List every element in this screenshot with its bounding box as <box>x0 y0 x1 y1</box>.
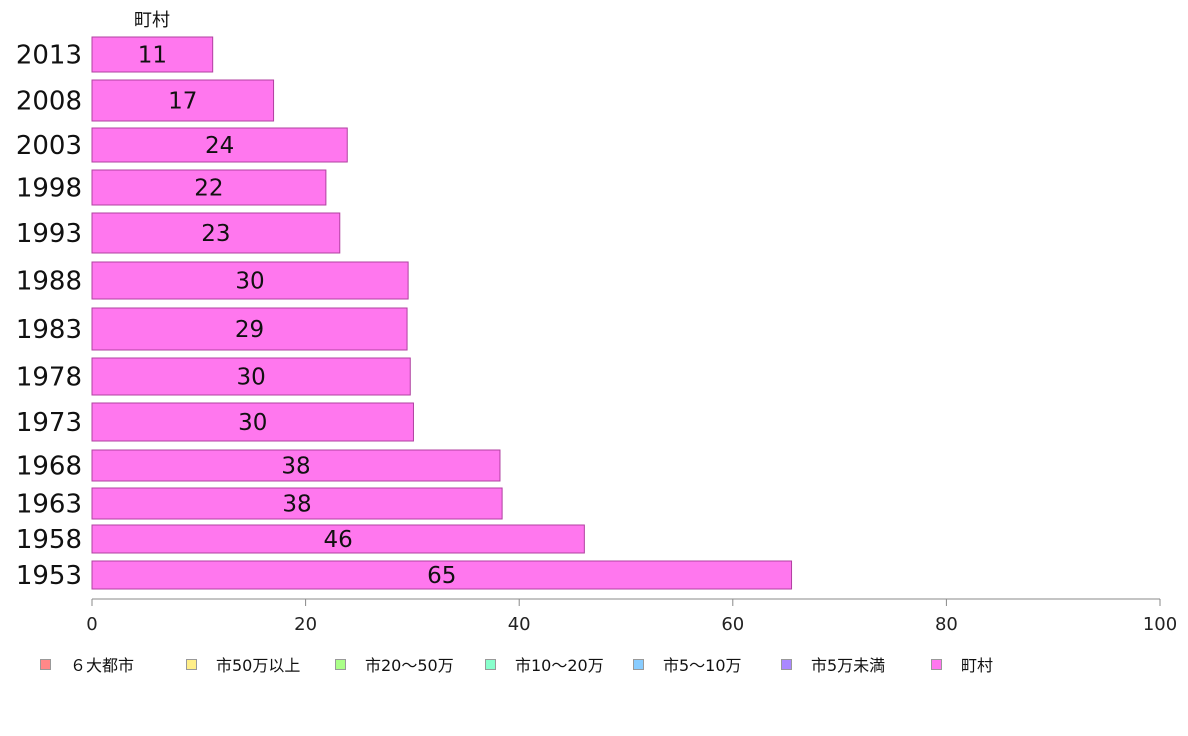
legend-swatch <box>781 658 792 670</box>
value-label-1963: 38 <box>282 492 311 518</box>
value-label-1993: 23 <box>201 221 230 247</box>
legend-label: 市20〜50万 <box>365 656 454 675</box>
bar-2003 <box>91 127 348 163</box>
value-label-2003: 24 <box>205 133 234 159</box>
x-tick-label-100: 100 <box>1143 614 1177 635</box>
legend-label: 市5万未満 <box>811 656 886 675</box>
bar-2013 <box>91 36 214 73</box>
legend-swatch <box>40 658 51 670</box>
legend-swatch <box>633 658 644 670</box>
value-label-1998: 22 <box>194 176 223 202</box>
legend-item-3: 市10〜20万 <box>485 652 633 676</box>
bar-1983 <box>91 307 408 351</box>
value-label-1983: 29 <box>235 317 264 343</box>
value-label-1988: 30 <box>235 269 264 295</box>
legend-label: 町村 <box>961 656 994 675</box>
value-label-2013: 11 <box>138 43 167 69</box>
category-label-1973: 1973 <box>16 408 82 438</box>
category-label-1953: 1953 <box>16 561 82 591</box>
bar-chart: 町村 2013 11 2008 17 2003 24 1998 22 1993 23 1988 30 1… <box>16 10 1177 635</box>
category-label-1988: 1988 <box>16 267 82 297</box>
category-label-1963: 1963 <box>16 490 82 520</box>
category-label-2013: 2013 <box>16 41 82 71</box>
legend-swatch <box>186 658 197 670</box>
category-label-1968: 1968 <box>16 452 82 482</box>
legend-label: 市50万以上 <box>216 656 301 675</box>
x-tick-label-40: 40 <box>508 614 531 635</box>
value-label-1973: 30 <box>238 410 267 436</box>
value-label-2008: 17 <box>168 89 197 115</box>
x-axis: 0 20 40 60 80 100 <box>86 598 1177 635</box>
bars-group: 2013 11 2008 17 2003 24 1998 22 1993 23 1988 30 1983… <box>16 36 793 591</box>
value-label-1978: 30 <box>236 365 265 391</box>
bar-1998 <box>91 169 327 206</box>
category-label-2003: 2003 <box>16 131 82 161</box>
legend-item-6: 町村 <box>931 652 1031 676</box>
legend-item-2: 市20〜50万 <box>335 652 485 676</box>
category-label-1958: 1958 <box>16 525 82 555</box>
x-tick-label-80: 80 <box>935 614 958 635</box>
bar-1993 <box>91 212 341 254</box>
category-label-1978: 1978 <box>16 363 82 393</box>
legend-swatch <box>931 658 942 670</box>
legend-label: ６大都市 <box>70 656 135 675</box>
bar-1973 <box>91 402 414 442</box>
legend-item-5: 市5万未満 <box>781 652 931 676</box>
bar-1963 <box>91 487 503 520</box>
value-label-1968: 38 <box>281 454 310 480</box>
legend-item-0: ６大都市 <box>40 652 186 676</box>
legend-swatch <box>335 658 346 670</box>
legend-item-1: 市50万以上 <box>186 652 335 676</box>
value-label-1958: 46 <box>324 527 353 553</box>
category-label-1983: 1983 <box>16 315 82 345</box>
legend-label: 市5〜10万 <box>663 656 742 675</box>
value-label-1953: 65 <box>427 563 456 589</box>
series-title: 町村 <box>134 10 170 31</box>
bar-1958 <box>91 524 585 554</box>
bar-1953 <box>91 560 793 590</box>
bar-1978 <box>91 357 411 396</box>
legend-item-4: 市5〜10万 <box>633 652 781 676</box>
bar-2008 <box>91 79 275 122</box>
x-tick-label-0: 0 <box>86 614 97 635</box>
legend-label: 市10〜20万 <box>515 656 604 675</box>
legend-swatch <box>485 658 496 670</box>
bar-1968 <box>91 449 501 482</box>
bar-1988 <box>91 261 409 300</box>
category-label-1993: 1993 <box>16 219 82 249</box>
legend: ６大都市 市50万以上 市20〜50万 市10〜20万 市5〜10万 市5万未満 町村 <box>40 652 1031 676</box>
category-label-1998: 1998 <box>16 174 82 204</box>
category-label-2008: 2008 <box>16 87 82 117</box>
x-tick-label-60: 60 <box>721 614 744 635</box>
x-tick-label-20: 20 <box>294 614 317 635</box>
